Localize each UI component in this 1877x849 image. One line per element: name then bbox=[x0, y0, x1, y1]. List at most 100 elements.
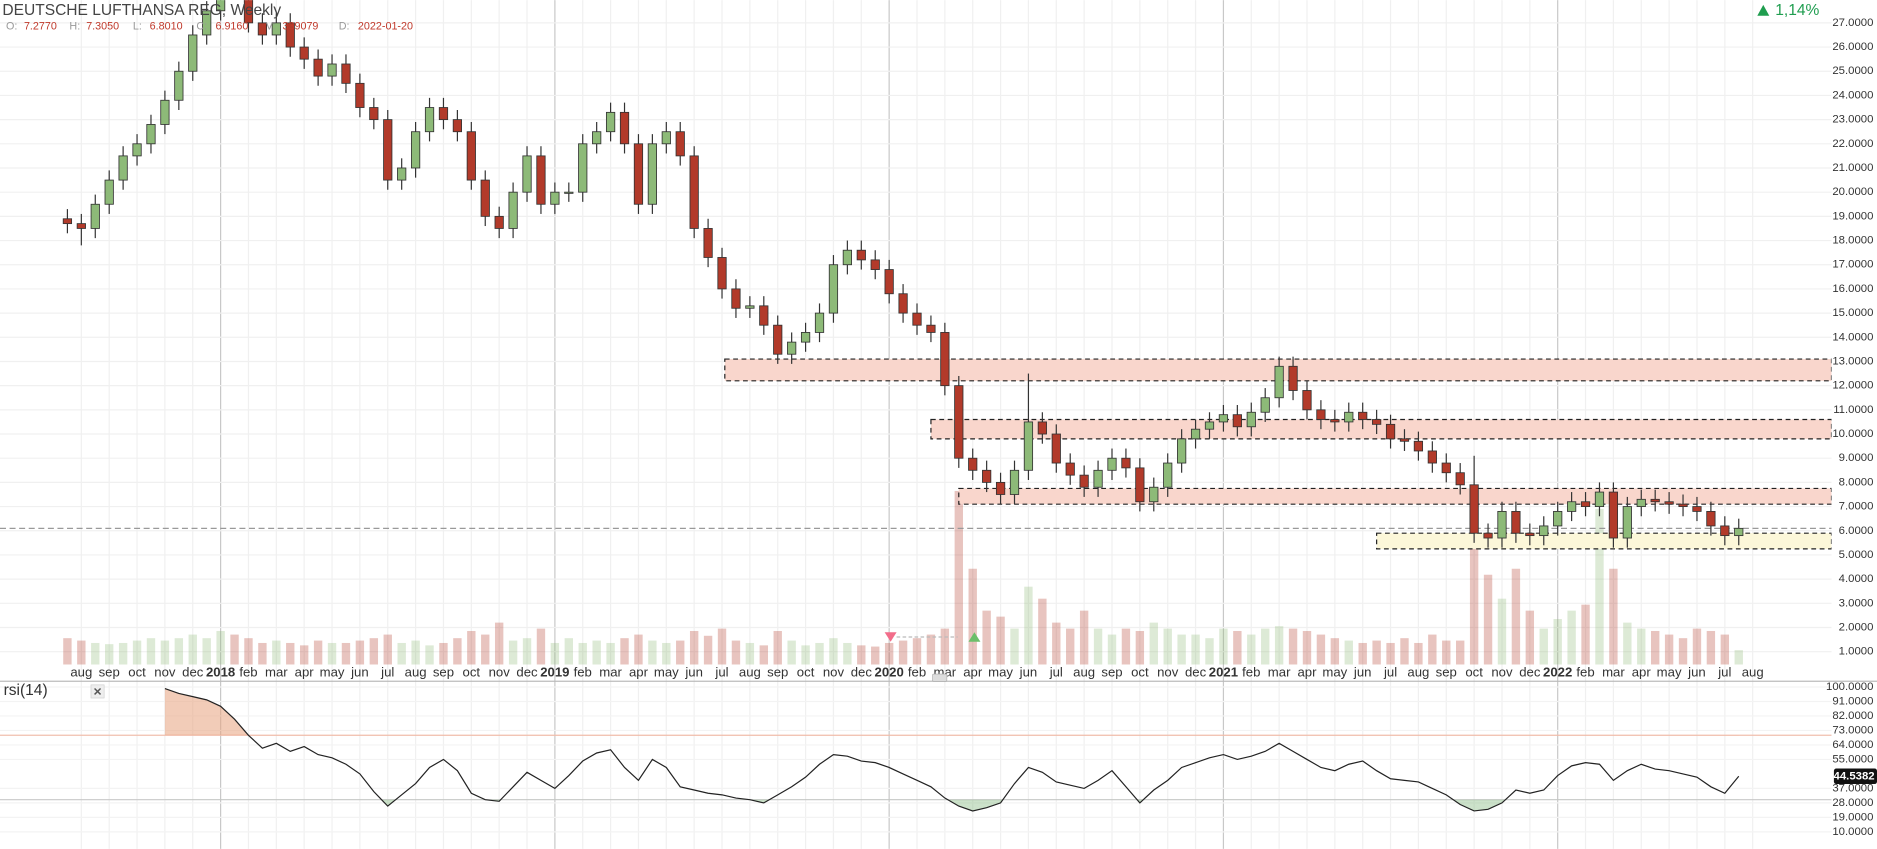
candle-body bbox=[1232, 414, 1242, 428]
candle-body bbox=[787, 341, 797, 355]
volume-bar bbox=[731, 640, 741, 665]
volume-bar bbox=[146, 638, 156, 665]
candle-body bbox=[132, 143, 142, 157]
volume-bar bbox=[1511, 568, 1521, 665]
y-tick-label: 91.0000 bbox=[1832, 695, 1873, 707]
candle-body bbox=[647, 143, 657, 205]
y-tick-label: 28.0000 bbox=[1832, 797, 1873, 809]
candle-body bbox=[842, 249, 852, 266]
price-zone bbox=[958, 487, 1832, 505]
candle-body bbox=[104, 179, 114, 205]
volume-bar bbox=[1010, 628, 1019, 665]
pane-resize-grip[interactable] bbox=[932, 673, 948, 682]
y-tick-label: 25.0000 bbox=[1832, 65, 1873, 77]
volume-bar bbox=[77, 640, 86, 665]
x-tick-label: jul bbox=[714, 664, 728, 679]
volume-bar bbox=[1052, 622, 1061, 665]
volume-bar bbox=[313, 640, 323, 665]
candle-body bbox=[982, 469, 992, 483]
volume-bar bbox=[773, 630, 782, 665]
candle-body bbox=[1204, 421, 1215, 430]
candle-body bbox=[285, 22, 295, 48]
candle-body bbox=[564, 191, 574, 194]
x-tick-label: nov bbox=[489, 664, 511, 679]
y-tick-label: 5.0000 bbox=[1839, 549, 1874, 561]
volume-bar bbox=[676, 640, 685, 665]
candle-body bbox=[1009, 469, 1020, 495]
volume-bar bbox=[132, 640, 142, 665]
volume-bar bbox=[439, 642, 448, 665]
x-tick-label: aug bbox=[739, 664, 761, 679]
y-tick-label: 15.0000 bbox=[1832, 307, 1873, 319]
y-tick-label: 19.0000 bbox=[1832, 210, 1873, 222]
y-tick-label: 22.0000 bbox=[1832, 138, 1873, 150]
candle-body bbox=[536, 155, 546, 205]
volume-bar bbox=[1456, 640, 1465, 665]
volume-bar bbox=[703, 635, 713, 665]
volume-bar bbox=[118, 642, 128, 665]
volume-bar bbox=[1650, 630, 1660, 665]
y-tick-label: 55.0000 bbox=[1832, 753, 1873, 765]
x-tick-label: sep bbox=[1436, 664, 1457, 679]
indicator-close-button[interactable] bbox=[90, 684, 105, 699]
x-tick-label: oct bbox=[797, 664, 815, 679]
candle-body bbox=[1706, 510, 1716, 527]
candle-body bbox=[870, 259, 880, 270]
price-zone bbox=[930, 418, 1832, 440]
y-tick-label: 82.0000 bbox=[1832, 710, 1873, 722]
volume-bar bbox=[1567, 610, 1576, 665]
candle-body bbox=[689, 155, 699, 229]
candle-body bbox=[62, 218, 73, 225]
volume-bar bbox=[1553, 619, 1562, 665]
candle-body bbox=[1037, 421, 1047, 435]
volume-bar bbox=[1720, 634, 1730, 665]
candle-body bbox=[633, 143, 644, 205]
y-tick-label: 8.0000 bbox=[1839, 476, 1874, 488]
x-tick-label: nov bbox=[1491, 664, 1513, 679]
volume-bar bbox=[355, 640, 365, 665]
x-tick-label: feb bbox=[574, 664, 592, 679]
volume-bar bbox=[1316, 634, 1326, 665]
x-tick-label: sep bbox=[433, 664, 454, 679]
volume-bar bbox=[341, 642, 351, 665]
price-zone bbox=[1376, 532, 1832, 550]
volume-bar bbox=[522, 638, 532, 665]
volume-bar bbox=[1386, 642, 1395, 665]
volume-bar bbox=[1330, 638, 1340, 665]
y-tick-label: 12.0000 bbox=[1832, 380, 1873, 392]
x-tick-label: dec bbox=[1519, 664, 1541, 679]
volume-bar bbox=[1692, 628, 1702, 665]
volume-bar bbox=[1372, 640, 1381, 665]
volume-bar bbox=[1274, 626, 1284, 665]
volume-bar bbox=[1191, 634, 1200, 665]
candle-body bbox=[202, 10, 212, 36]
volume-bar bbox=[940, 628, 950, 665]
x-tick-label: aug bbox=[1407, 664, 1429, 679]
candle-body bbox=[828, 264, 839, 314]
close-icon-stroke[interactable] bbox=[94, 687, 102, 695]
volume-bar bbox=[1135, 630, 1145, 665]
x-tick-label: 2022 bbox=[1543, 664, 1572, 679]
volume-bar bbox=[299, 645, 309, 665]
x-tick-label: oct bbox=[1465, 664, 1483, 679]
y-tick-label: 100.0000 bbox=[1826, 681, 1873, 693]
x-tick-label: dec bbox=[1185, 664, 1207, 679]
volume-bar bbox=[369, 638, 379, 665]
volume-bar bbox=[244, 638, 253, 665]
volume-bar bbox=[1637, 628, 1646, 665]
volume-bar bbox=[202, 638, 211, 665]
x-tick-label: aug bbox=[70, 664, 92, 679]
candle-body bbox=[898, 293, 908, 314]
candle-body bbox=[856, 249, 866, 261]
y-tick-label: 1.0000 bbox=[1839, 646, 1874, 658]
x-tick-label: may bbox=[1322, 664, 1347, 679]
legend-value: 6.8010 bbox=[150, 20, 183, 32]
volume-bar bbox=[1066, 628, 1075, 665]
volume-bar bbox=[1247, 634, 1256, 665]
volume-bar bbox=[1302, 630, 1312, 665]
volume-bar bbox=[606, 642, 615, 665]
x-tick-label: mar bbox=[599, 664, 622, 679]
volume-bar bbox=[926, 634, 936, 665]
volume-bar bbox=[508, 640, 518, 665]
